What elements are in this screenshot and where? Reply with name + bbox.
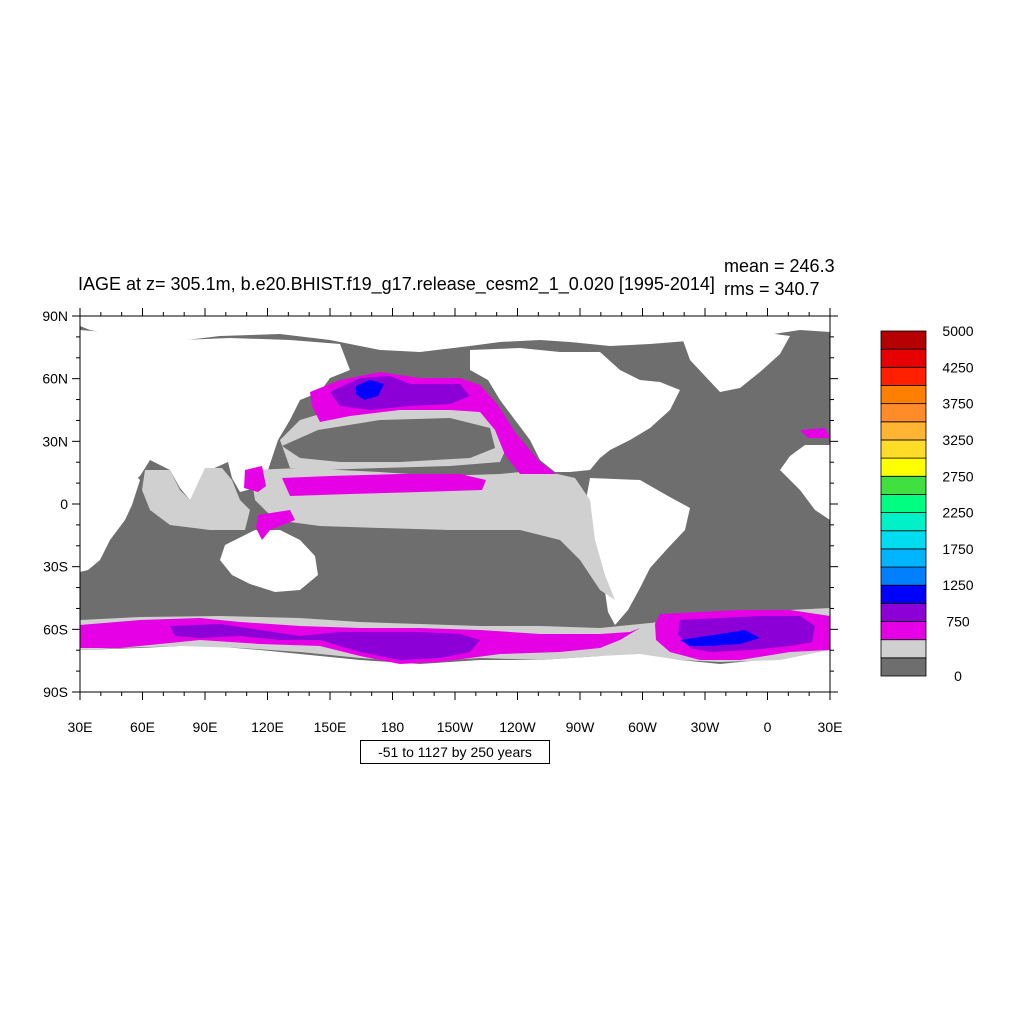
colorbar-label: 750 xyxy=(946,614,970,630)
colorbar-swatch xyxy=(880,439,927,459)
magenta-west-pacific xyxy=(244,466,266,492)
lon-label: 30E xyxy=(68,719,93,735)
blue-weddell xyxy=(680,630,760,646)
land-north xyxy=(80,316,830,352)
colorbar-label: 1750 xyxy=(942,541,973,557)
mean-stat: mean = 246.3 xyxy=(724,256,835,276)
blue-north-pacific xyxy=(356,380,384,400)
colorbar-label: 0 xyxy=(954,668,962,684)
magenta-indonesia xyxy=(256,510,295,540)
land-africa-east xyxy=(780,445,830,520)
gray-indian-ocean xyxy=(142,468,250,530)
colorbar-swatch xyxy=(880,602,927,622)
colorbar-swatch xyxy=(880,403,927,423)
land-north-america xyxy=(470,348,680,472)
rms-stat: rms = 340.7 xyxy=(724,279,820,299)
lon-label: 60W xyxy=(628,719,658,735)
lat-label: 0 xyxy=(60,496,68,512)
colorbar-swatch xyxy=(880,421,927,441)
magenta-equatorial-band xyxy=(282,474,486,496)
colorbar-label: 4250 xyxy=(942,359,973,375)
lon-label: 150W xyxy=(437,719,474,735)
lat-label: 30N xyxy=(42,433,68,449)
gray-pacific xyxy=(250,468,615,600)
lon-label: 30E xyxy=(818,719,843,735)
colorbar-swatch xyxy=(880,566,927,586)
land-greenland xyxy=(680,332,790,392)
colorbar-swatch xyxy=(880,494,927,513)
lon-label: 0 xyxy=(764,719,772,735)
colorbar-swatch xyxy=(880,657,927,677)
lon-label: 150E xyxy=(314,719,347,735)
land-australia xyxy=(220,530,318,592)
land-south-america xyxy=(585,478,690,625)
land-antarctica xyxy=(80,645,830,692)
contour-info-box: -51 to 1127 by 250 years xyxy=(360,740,550,764)
colorbar-swatch xyxy=(880,548,927,568)
lon-label: 90E xyxy=(193,719,218,735)
colorbar-label: 2250 xyxy=(942,505,973,521)
plot-title: IAGE at z= 305.1m, b.e20.BHIST.f19_g17.r… xyxy=(78,274,715,294)
map-area xyxy=(79,315,831,693)
colorbar-label: 3750 xyxy=(942,396,973,412)
colorbar-label: 1250 xyxy=(942,577,973,593)
colorbar-swatch xyxy=(880,584,927,604)
colorbar-swatch xyxy=(880,457,927,477)
lon-label: 30W xyxy=(691,719,721,735)
colorbar-swatch xyxy=(880,366,927,386)
colorbar-swatch xyxy=(880,330,927,350)
lon-label: 90W xyxy=(566,719,596,735)
colorbar-swatch xyxy=(880,530,927,550)
lon-label: 120E xyxy=(251,719,284,735)
dark-north-pacific-gyre xyxy=(282,418,495,462)
colorbar-swatch xyxy=(880,348,927,368)
lat-label: 30S xyxy=(43,559,68,575)
land-africa xyxy=(80,445,140,572)
axis-ticks xyxy=(72,308,838,700)
colorbar-swatch xyxy=(880,621,927,641)
lon-label: 120W xyxy=(499,719,536,735)
lat-label: 90S xyxy=(43,684,68,700)
colorbar-swatch xyxy=(880,639,927,659)
land-eurasia xyxy=(80,330,350,500)
lat-label: 60N xyxy=(42,371,68,387)
lat-label: 90N xyxy=(42,308,68,324)
colorbar-swatch xyxy=(880,512,927,532)
colorbar-label: 5000 xyxy=(942,323,973,339)
magenta-atlantic-north xyxy=(800,428,830,438)
lat-label: 60S xyxy=(43,621,68,637)
axis-labels: 30E 60E 90E 120E 150E 180 150W 120W 90W 60W 30W 0 30… xyxy=(42,308,842,735)
lon-label: 180 xyxy=(381,719,405,735)
colorbar-swatch xyxy=(880,475,927,495)
lon-label: 60E xyxy=(130,719,155,735)
colorbar: 0 750 1250 1750 2250 2750 3250 3750 4250 5000 xyxy=(880,323,974,684)
colorbar-label: 3250 xyxy=(942,432,973,448)
colorbar-label: 2750 xyxy=(942,468,973,484)
purple-southern-ocean xyxy=(170,624,480,660)
colorbar-swatch xyxy=(880,385,927,405)
